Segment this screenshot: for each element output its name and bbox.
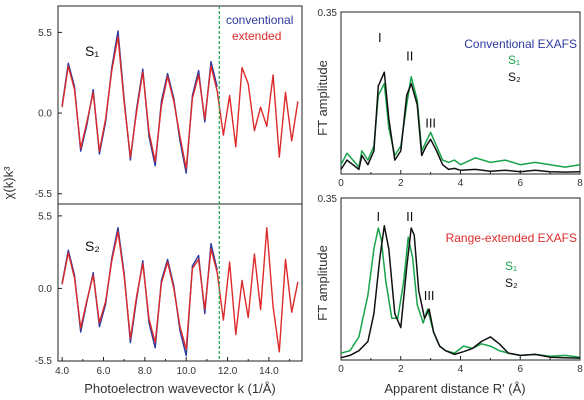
ft-series-s1-1	[340, 76, 581, 168]
ft-x-tick-label: 2	[398, 364, 404, 375]
kspace-x-tick-label: 8.0	[138, 366, 152, 377]
kspace-y-tick-label: 5.5	[38, 211, 52, 222]
ft-x-tick-label: 4	[458, 178, 464, 189]
ft-bottom-legend-s1: S₁	[505, 259, 517, 273]
kspace-series-extended-2	[61, 227, 299, 353]
kspace-y-ticks: 5.5 0.0 -5.5 5.5 0.0 -5.5	[35, 28, 62, 367]
kspace-y-tick-label: -5.5	[35, 189, 53, 200]
kspace-panel-label-top: S₁	[85, 43, 99, 59]
ft-top-y-axis-label: FT amplitude	[315, 60, 330, 136]
ft-y-tick-label: 0.35	[318, 8, 338, 19]
ft-x-axis-label: Apparent distance R' (Å)	[384, 381, 525, 396]
kspace-x-tick-label: 14.0	[259, 366, 279, 377]
kspace-x-axis-label: Photoelectron wavevector k (1/Å)	[84, 381, 275, 396]
ft-bottom-series	[340, 225, 581, 359]
kspace-legend-conventional: conventional	[226, 13, 293, 27]
kspace-legend-extended: extended	[232, 29, 281, 43]
ft-peak-label: III	[424, 288, 435, 303]
kspace-panel-label-bottom: S₂	[85, 238, 100, 254]
ft-x-tick-label: 6	[517, 178, 523, 189]
kspace-y-tick-label: 5.5	[38, 28, 52, 39]
ft-series-s2-2	[340, 225, 581, 359]
kspace-y-tick-label: 0.0	[38, 109, 52, 120]
ft-x-tick-label: 0	[338, 364, 344, 375]
ft-x-tick-label: 8	[577, 364, 583, 375]
ft-bottom-legend-s2: S₂	[505, 276, 518, 290]
kspace-x-tick-label: 10.0	[176, 366, 196, 377]
kspace-x-tick-label: 4.0	[55, 366, 69, 377]
ft-peak-label: II	[406, 49, 413, 64]
ft-bottom-title: Range-extended EXAFS	[446, 231, 577, 245]
ft-peak-label: I	[377, 209, 381, 224]
kspace-y-tick-label: -5.5	[35, 356, 53, 367]
kspace-y-tick-label: 0.0	[38, 284, 52, 295]
kspace-top-series	[61, 30, 299, 174]
ft-x-tick-label: 6	[517, 364, 523, 375]
ft-top-legend-s1: S₁	[508, 53, 520, 67]
kspace-chart: 5.5 0.0 -5.5 5.5 0.0 -5.5 4.0 6.0 8.0 10.0 12.0 14…	[1, 5, 303, 396]
ft-x-tick-label: 0	[338, 178, 344, 189]
ft-y-tick-label: 0.35	[318, 194, 338, 205]
ft-x-tick-label: 2	[398, 178, 404, 189]
ft-peak-label: II	[406, 209, 413, 224]
ft-bottom-y-axis-label: FT amplitude	[315, 245, 330, 321]
ft-top-legend-s2: S₂	[508, 70, 521, 84]
ft-x-tick-label: 8	[577, 178, 583, 189]
ft-peak-label: I	[378, 30, 382, 45]
kspace-series-extended-1	[61, 36, 299, 170]
kspace-x-ticks: 4.0 6.0 8.0 10.0 12.0 14.0	[55, 357, 291, 377]
ft-series-s2-1	[340, 71, 581, 173]
kspace-bottom-series	[61, 227, 299, 357]
ft-peak-label: III	[425, 116, 436, 131]
ft-top-title: Conventional EXAFS	[464, 37, 577, 51]
ft-x-tick-label: 4	[458, 364, 464, 375]
ft-axis-ticks: 0 2 4 6 80.350 2 4 6 80.35	[318, 8, 584, 375]
kspace-frame	[57, 5, 303, 362]
kspace-x-tick-label: 6.0	[97, 366, 111, 377]
ft-top-series	[340, 71, 581, 173]
kspace-y-axis-label: χ(k)k³	[1, 166, 16, 199]
kspace-x-tick-label: 12.0	[218, 366, 238, 377]
